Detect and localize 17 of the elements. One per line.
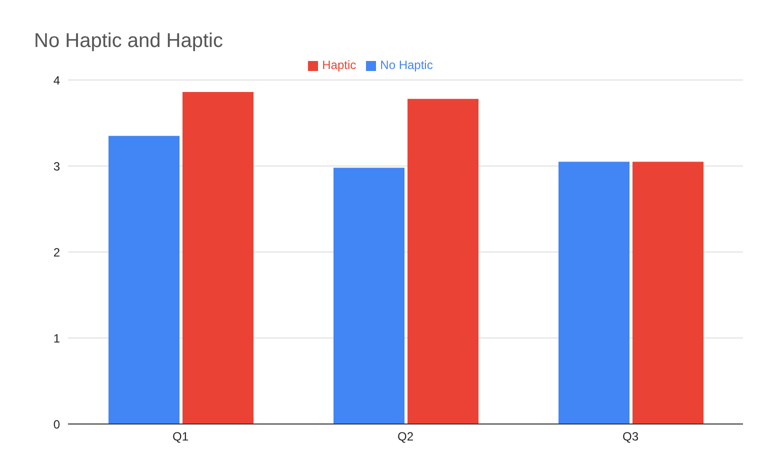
chart-title: No Haptic and Haptic [34, 30, 223, 53]
bar [558, 162, 630, 424]
y-tick-label: 4 [53, 73, 60, 88]
bar [108, 136, 180, 424]
y-tick-label: 1 [53, 331, 60, 346]
y-tick-label: 0 [53, 417, 60, 432]
bar [408, 98, 478, 424]
x-tick-label: Q1 [172, 430, 189, 444]
y-tick-label: 2 [53, 245, 60, 260]
y-tick-label: 3 [53, 159, 60, 174]
legend-label: No Haptic [380, 58, 433, 72]
x-tick-label: Q3 [622, 430, 639, 444]
bar [632, 162, 704, 424]
bar [182, 92, 254, 424]
legend-label: Haptic [322, 58, 356, 72]
x-tick-label: Q2 [397, 430, 414, 444]
bar [334, 168, 404, 424]
